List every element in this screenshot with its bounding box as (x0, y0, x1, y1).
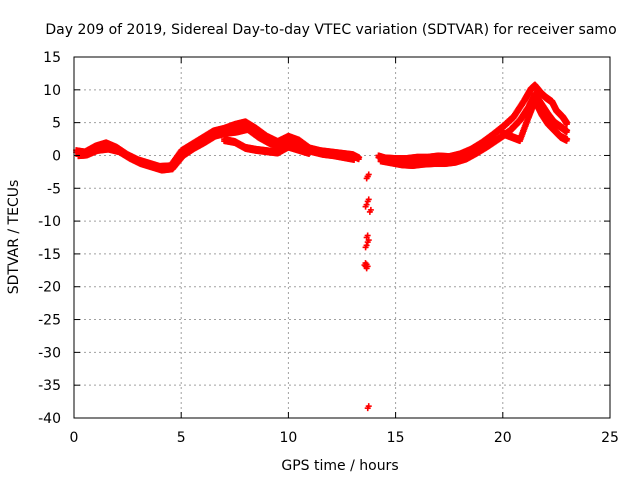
y-tick-label: -5 (47, 181, 61, 197)
x-axis-title: GPS time / hours (281, 458, 398, 474)
series-track-b (75, 124, 358, 174)
y-tick-label: -30 (38, 345, 61, 361)
y-tick-label: -20 (38, 280, 61, 296)
y-tick-label: 0 (52, 148, 61, 164)
y-tick-label: -10 (38, 214, 61, 230)
y-axis-title: SDTVAR / TECUs (6, 180, 22, 295)
y-tick-label: 15 (43, 50, 61, 66)
y-tick-label: 10 (43, 83, 61, 99)
y-tick-label: -15 (38, 247, 61, 263)
y-tick-label: -25 (38, 313, 61, 329)
series-gap-outliers (361, 171, 374, 412)
series-track-a (73, 118, 363, 171)
y-tick-label: -40 (38, 411, 61, 427)
x-tick-label: 15 (387, 430, 405, 446)
x-tick-label: 0 (70, 430, 79, 446)
x-tick-label: 25 (601, 430, 619, 446)
chart-title: Day 209 of 2019, Sidereal Day-to-day VTE… (45, 22, 616, 38)
x-tick-label: 20 (494, 430, 512, 446)
y-tick-label: 5 (52, 116, 61, 132)
x-tick-label: 10 (279, 430, 297, 446)
data-points (73, 81, 571, 412)
x-tick-label: 5 (177, 430, 186, 446)
y-tick-label: -35 (38, 378, 61, 394)
